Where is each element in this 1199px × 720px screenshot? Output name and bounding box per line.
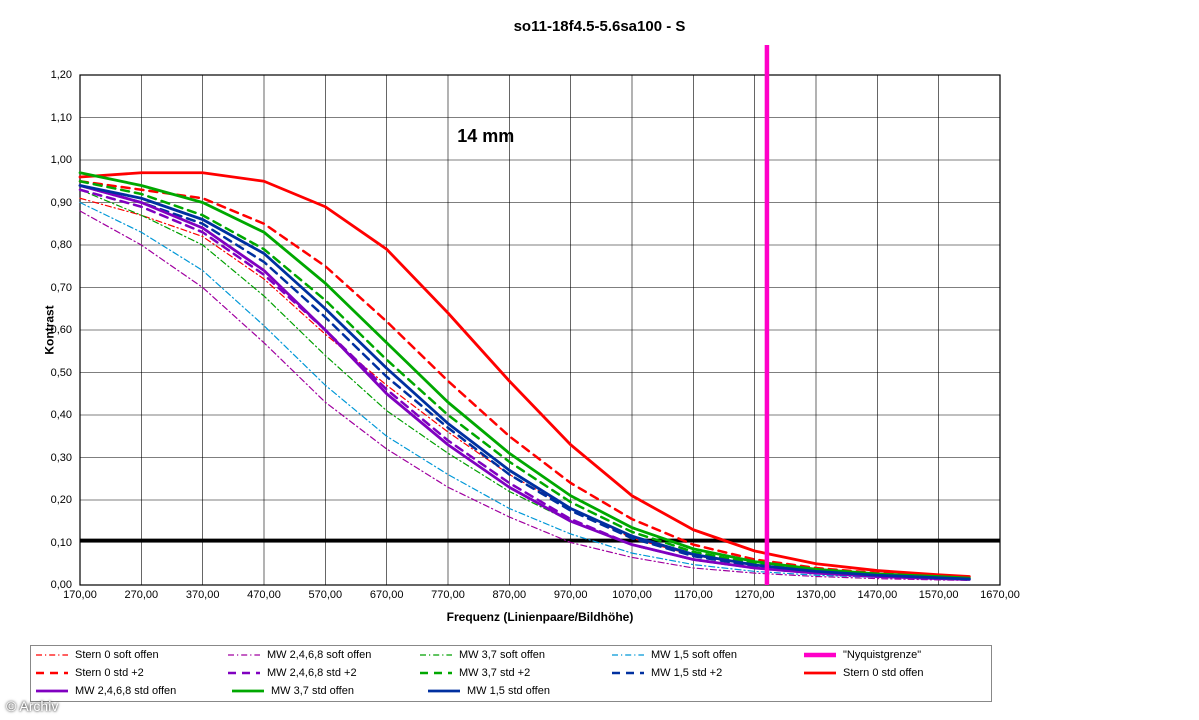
x-tick-label: 1570,00: [919, 589, 959, 601]
legend-label: "Nyquistgrenze": [843, 649, 921, 661]
x-tick-label: 770,00: [431, 589, 465, 601]
legend-swatch: [227, 666, 261, 680]
legend-swatch: [427, 684, 461, 698]
legend-item: MW 3,7 std +2: [415, 666, 607, 680]
chart-svg: [80, 75, 1000, 585]
legend-label: Stern 0 std offen: [843, 667, 924, 679]
legend-swatch: [419, 648, 453, 662]
legend-item: MW 2,4,6,8 soft offen: [223, 648, 415, 662]
x-tick-label: 370,00: [186, 589, 220, 601]
y-tick-label: 0,60: [32, 324, 72, 336]
x-tick-label: 1670,00: [980, 589, 1020, 601]
x-axis-label: Frequenz (Linienpaare/Bildhöhe): [447, 610, 634, 624]
x-tick-label: 1370,00: [796, 589, 836, 601]
x-tick-label: 470,00: [247, 589, 281, 601]
legend-label: MW 2,4,6,8 soft offen: [267, 649, 371, 661]
x-tick-label: 1470,00: [857, 589, 897, 601]
legend-item: Stern 0 std +2: [31, 666, 223, 680]
legend-row: Stern 0 std +2 MW 2,4,6,8 std +2 MW 3,7 st…: [31, 664, 991, 682]
legend-label: MW 3,7 std offen: [271, 685, 354, 697]
legend-label: Stern 0 std +2: [75, 667, 144, 679]
y-tick-label: 1,20: [32, 69, 72, 81]
y-tick-label: 0,20: [32, 494, 72, 506]
legend-swatch: [35, 648, 69, 662]
watermark: © Archiv: [6, 698, 58, 714]
legend-label: MW 2,4,6,8 std +2: [267, 667, 357, 679]
y-tick-label: 0,10: [32, 537, 72, 549]
legend-swatch: [803, 666, 837, 680]
legend-row: MW 2,4,6,8 std offen MW 3,7 std offen MW 1…: [31, 682, 991, 700]
y-tick-label: 1,10: [32, 112, 72, 124]
legend-item: MW 2,4,6,8 std offen: [31, 684, 227, 698]
legend-item: MW 1,5 std offen: [423, 684, 619, 698]
x-tick-label: 570,00: [309, 589, 343, 601]
legend-item: MW 2,4,6,8 std +2: [223, 666, 415, 680]
legend-item: Stern 0 soft offen: [31, 648, 223, 662]
y-tick-label: 1,00: [32, 154, 72, 166]
legend-label: Stern 0 soft offen: [75, 649, 159, 661]
legend-swatch: [611, 666, 645, 680]
legend-item: MW 1,5 soft offen: [607, 648, 799, 662]
x-tick-label: 1170,00: [674, 589, 713, 601]
legend-label: MW 3,7 soft offen: [459, 649, 545, 661]
legend: Stern 0 soft offen MW 2,4,6,8 soft offen M…: [30, 645, 992, 702]
y-tick-label: 0,40: [32, 409, 72, 421]
x-tick-label: 1270,00: [735, 589, 775, 601]
legend-label: MW 2,4,6,8 std offen: [75, 685, 176, 697]
y-tick-label: 0,70: [32, 282, 72, 294]
y-tick-label: 0,90: [32, 197, 72, 209]
x-tick-label: 870,00: [493, 589, 527, 601]
legend-item: Stern 0 std offen: [799, 666, 991, 680]
legend-swatch: [35, 666, 69, 680]
chart-area: Kontrast Frequenz (Linienpaare/Bildhöhe)…: [80, 75, 1000, 585]
legend-label: MW 1,5 std offen: [467, 685, 550, 697]
legend-swatch: [231, 684, 265, 698]
legend-swatch: [35, 684, 69, 698]
legend-swatch: [803, 648, 837, 662]
legend-row: Stern 0 soft offen MW 2,4,6,8 soft offen M…: [31, 646, 991, 664]
legend-swatch: [227, 648, 261, 662]
x-tick-label: 270,00: [125, 589, 159, 601]
legend-item: MW 1,5 std +2: [607, 666, 799, 680]
legend-item: MW 3,7 soft offen: [415, 648, 607, 662]
y-tick-label: 0,30: [32, 452, 72, 464]
legend-item: MW 3,7 std offen: [227, 684, 423, 698]
x-tick-label: 970,00: [554, 589, 588, 601]
y-tick-label: 0,50: [32, 367, 72, 379]
x-tick-label: 1070,00: [612, 589, 652, 601]
legend-label: MW 1,5 std +2: [651, 667, 722, 679]
chart-title: so11-18f4.5-5.6sa100 - S: [0, 18, 1199, 35]
x-tick-label: 170,00: [63, 589, 97, 601]
legend-item: "Nyquistgrenze": [799, 648, 991, 662]
focal-length-annotation: 14 mm: [457, 126, 514, 147]
legend-swatch: [419, 666, 453, 680]
legend-label: MW 1,5 soft offen: [651, 649, 737, 661]
y-tick-label: 0,80: [32, 239, 72, 251]
legend-swatch: [611, 648, 645, 662]
x-tick-label: 670,00: [370, 589, 404, 601]
legend-label: MW 3,7 std +2: [459, 667, 530, 679]
